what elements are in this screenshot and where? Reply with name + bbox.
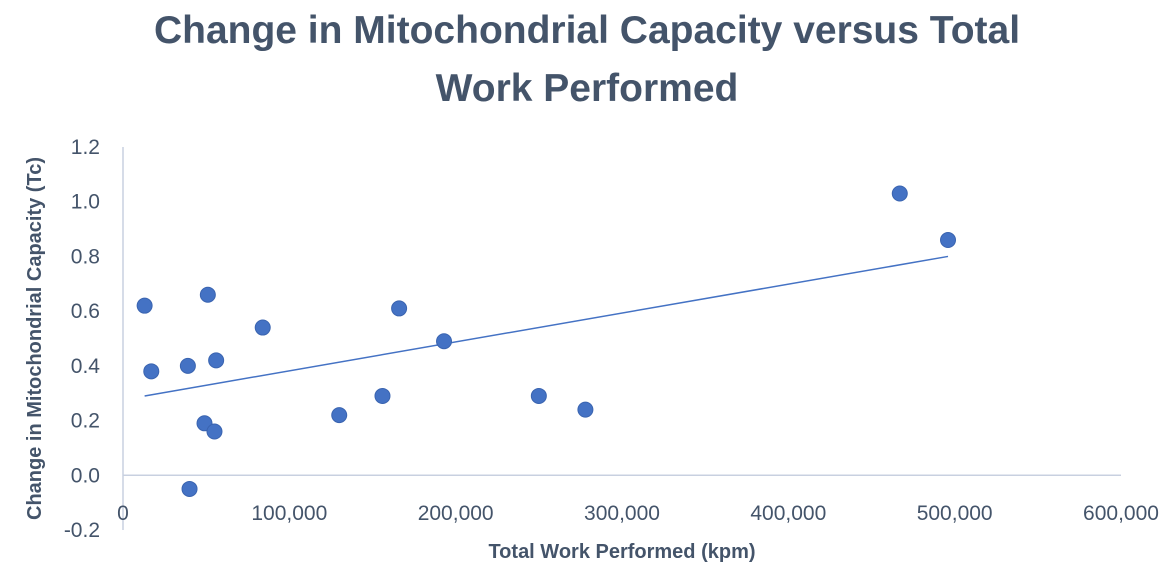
data-point <box>331 407 348 424</box>
y-tick-labels: -0.2 0.0 0.2 0.4 0.6 0.8 1.0 1.2 <box>64 136 100 542</box>
data-point <box>940 232 957 249</box>
y-tick-label: 0.8 <box>71 245 100 268</box>
trendline <box>144 255 949 397</box>
x-tick-label: 500,000 <box>917 502 993 525</box>
axes <box>122 147 1121 530</box>
data-point <box>208 352 225 369</box>
y-tick-label: 1.2 <box>71 136 100 159</box>
x-tick-label: 0 <box>117 502 129 525</box>
data-point <box>530 387 547 404</box>
data-point <box>136 297 153 314</box>
x-tick-label: 100,000 <box>251 502 327 525</box>
y-tick-label: -0.2 <box>64 519 100 542</box>
data-point <box>199 286 216 303</box>
data-point <box>206 423 223 440</box>
y-tick-label: 0.6 <box>71 300 100 323</box>
x-tick-label: 600,000 <box>1083 502 1159 525</box>
data-point <box>181 480 198 497</box>
y-tick-label: 1.0 <box>71 191 100 214</box>
chart-title-line-2: Work Performed <box>435 67 739 110</box>
x-tick-label: 300,000 <box>584 502 660 525</box>
data-point <box>143 363 160 380</box>
data-point <box>374 387 391 404</box>
data-point <box>577 401 594 418</box>
y-tick-label: 0.4 <box>71 355 101 378</box>
x-tick-labels: 0 100,000 200,000 300,000 400,000 500,000 600,… <box>117 502 1159 525</box>
data-point <box>891 185 908 202</box>
x-tick-label: 200,000 <box>418 502 494 525</box>
chart-title-line-1: Change in Mitochondrial Capacity versus … <box>153 9 1021 52</box>
chart-title: Change in Mitochondrial Capacity versus … <box>0 2 1174 118</box>
data-point <box>436 333 453 350</box>
data-point <box>179 357 196 374</box>
data-point <box>254 319 271 336</box>
y-tick-label: 0.2 <box>71 410 100 433</box>
data-point <box>391 300 408 317</box>
x-tick-label: 400,000 <box>750 502 826 525</box>
data-points <box>136 185 957 497</box>
x-axis-label: Total Work Performed (kpm) <box>488 541 755 563</box>
y-tick-label: 0.0 <box>71 464 100 487</box>
y-axis-label: Change in Mitochondrial Capacity (Tc) <box>24 157 46 520</box>
